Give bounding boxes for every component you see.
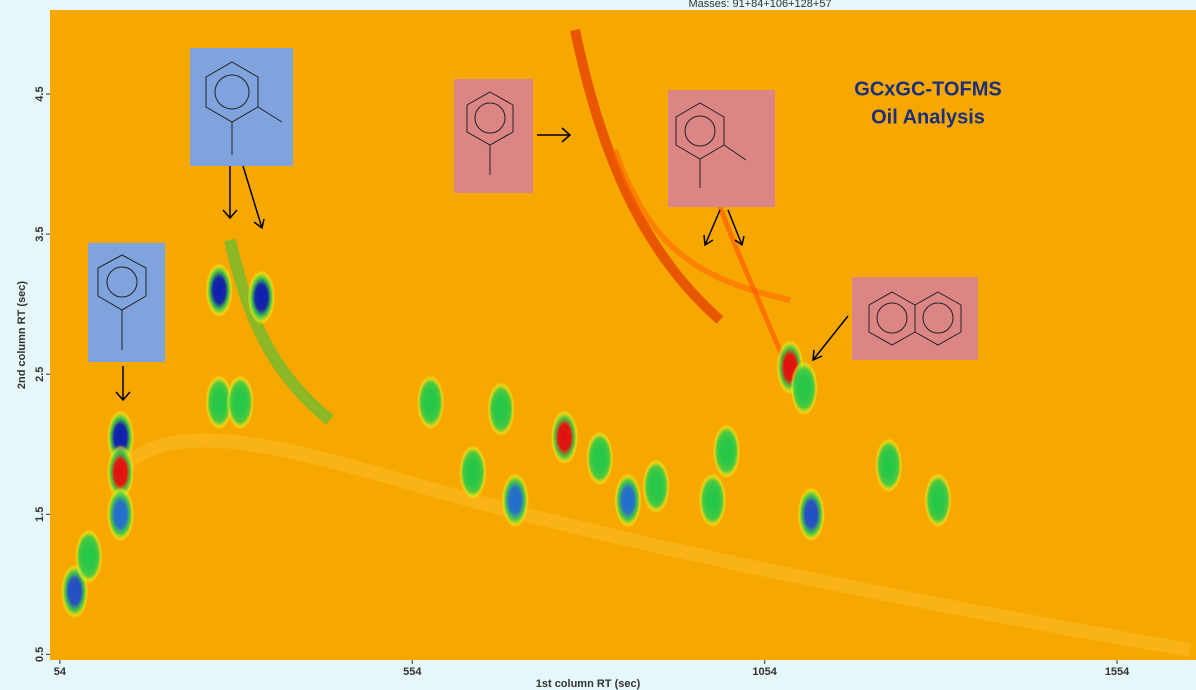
peak: [642, 458, 670, 514]
x-axis-label: 1st column RT (sec): [536, 678, 641, 690]
peak: [501, 472, 529, 528]
peak: [924, 472, 952, 528]
chart: Masses: 91+84+106+128+57 GCxGC-TOFMS Oil…: [0, 0, 1196, 690]
peak: [797, 486, 825, 542]
peak: [417, 374, 445, 430]
x-tick-label: 554: [403, 666, 422, 678]
chart-title: Masses: 91+84+106+128+57: [688, 0, 831, 10]
annotation: GCxGC-TOFMS: [854, 78, 1001, 100]
peak: [586, 430, 614, 486]
x-tick-label: 54: [54, 666, 67, 678]
y-tick-label: 1.5: [34, 507, 46, 522]
peak: [875, 437, 903, 493]
peak: [790, 360, 818, 416]
peak: [459, 444, 487, 500]
peak: [226, 374, 254, 430]
peak: [247, 269, 275, 325]
peak: [551, 409, 579, 465]
x-tick-label: 1054: [752, 666, 777, 678]
y-tick-label: 2.5: [34, 367, 46, 382]
y-tick-label: 4.5: [34, 86, 46, 101]
peak: [205, 262, 233, 318]
annotation: Oil Analysis: [871, 106, 985, 128]
peak: [699, 472, 727, 528]
peak: [487, 381, 515, 437]
peak: [614, 472, 642, 528]
peak: [75, 528, 103, 584]
peak: [106, 486, 134, 542]
y-axis-label: 2nd column RT (sec): [16, 281, 28, 390]
peak: [713, 423, 741, 479]
y-tick-label: 3.5: [34, 226, 46, 241]
y-tick-label: 0.5: [34, 647, 46, 662]
x-tick-label: 1554: [1105, 666, 1130, 678]
